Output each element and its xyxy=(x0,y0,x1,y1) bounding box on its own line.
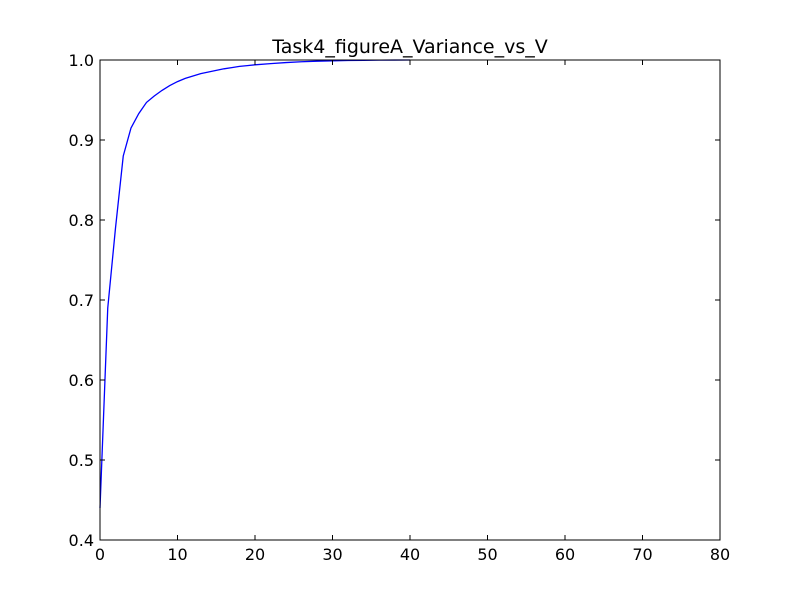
x-tick-label: 70 xyxy=(632,545,652,564)
y-tick-label: 0.9 xyxy=(69,131,94,150)
y-tick-label: 0.5 xyxy=(69,451,94,470)
y-tick-label: 0.7 xyxy=(69,291,94,310)
x-tick-label: 40 xyxy=(400,545,420,564)
y-tick-label: 0.4 xyxy=(69,531,94,550)
y-tick-label: 0.8 xyxy=(69,211,94,230)
x-tick-label: 10 xyxy=(167,545,187,564)
y-tick-label: 0.6 xyxy=(69,371,94,390)
x-tick-label: 80 xyxy=(710,545,730,564)
x-tick-label: 60 xyxy=(555,545,575,564)
chart-title: Task4_figureA_Variance_vs_V xyxy=(271,36,547,58)
x-tick-label: 30 xyxy=(322,545,342,564)
x-tick-label: 0 xyxy=(95,545,105,564)
y-tick-label: 1.0 xyxy=(69,51,94,70)
plot-area: 0 10 20 30 40 50 60 70 80 0.4 0.5 0.6 0.7 0.8 0.9 1.0 xyxy=(69,51,731,564)
x-tick-label: 50 xyxy=(477,545,497,564)
x-tick-label: 20 xyxy=(245,545,265,564)
